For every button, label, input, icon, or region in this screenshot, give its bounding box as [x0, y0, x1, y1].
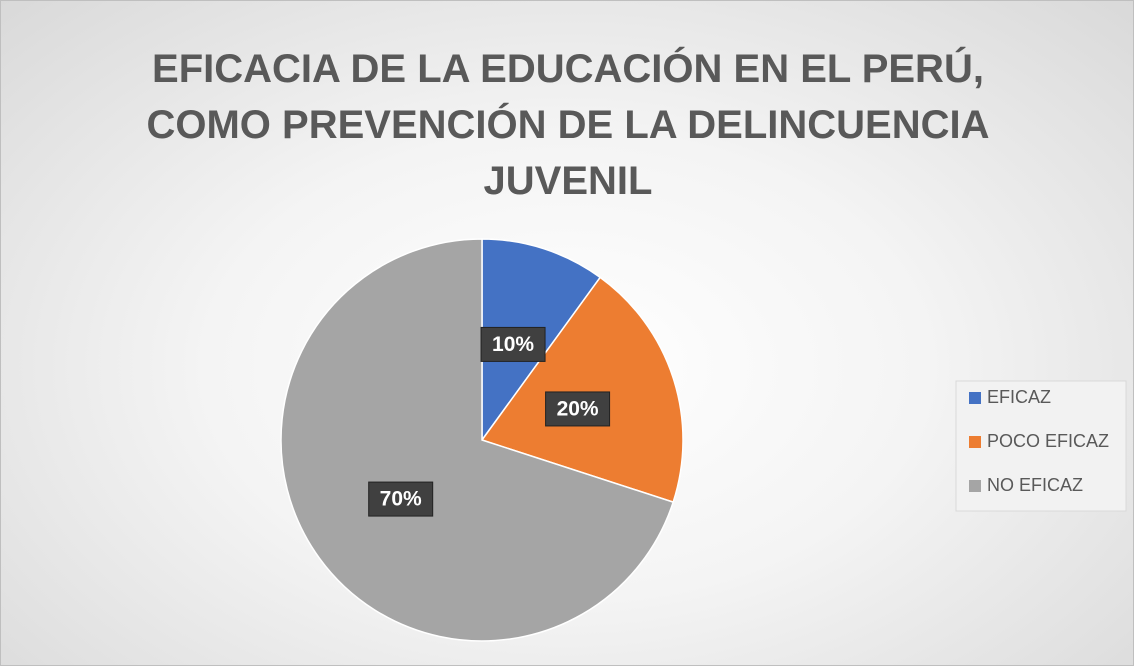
legend-swatch	[969, 480, 981, 492]
data-label: 20%	[557, 397, 599, 420]
data-label: 70%	[380, 488, 422, 511]
legend-swatch	[969, 392, 981, 404]
legend-label: NO EFICAZ	[987, 475, 1083, 495]
chart-title: EFICACIA DE LA EDUCACIÓN EN EL PERÚ, COM…	[146, 47, 990, 203]
legend-label: EFICAZ	[987, 387, 1051, 407]
data-label-box	[368, 481, 434, 517]
data-label: 10%	[492, 333, 534, 356]
legend-box	[955, 380, 1127, 512]
pie-slice	[280, 238, 675, 642]
legend-label: POCO EFICAZ	[987, 431, 1109, 451]
legend-swatch	[969, 436, 981, 448]
data-label-box	[545, 391, 611, 427]
pie-slice	[480, 276, 684, 504]
data-label-box	[480, 326, 546, 362]
